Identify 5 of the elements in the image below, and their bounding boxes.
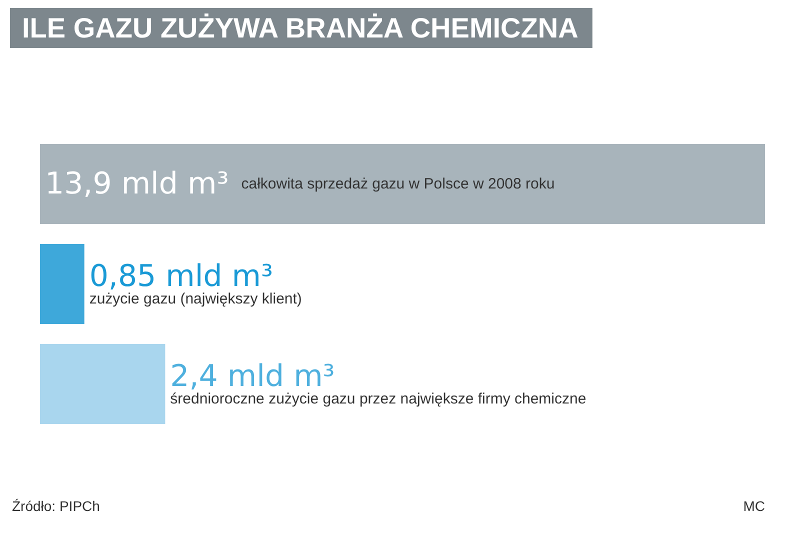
data-label: 13,9 mld m³ — [45, 166, 229, 202]
series-label: całkowita sprzedaż gazu w Polsce w 2008 roku — [228, 176, 555, 192]
text: MC — [743, 498, 766, 514]
text: Źródło: PIPCh — [12, 498, 100, 514]
chart-title: ILE GAZU ZUŻYWA BRANŻA CHEMICZNA — [22, 12, 578, 44]
